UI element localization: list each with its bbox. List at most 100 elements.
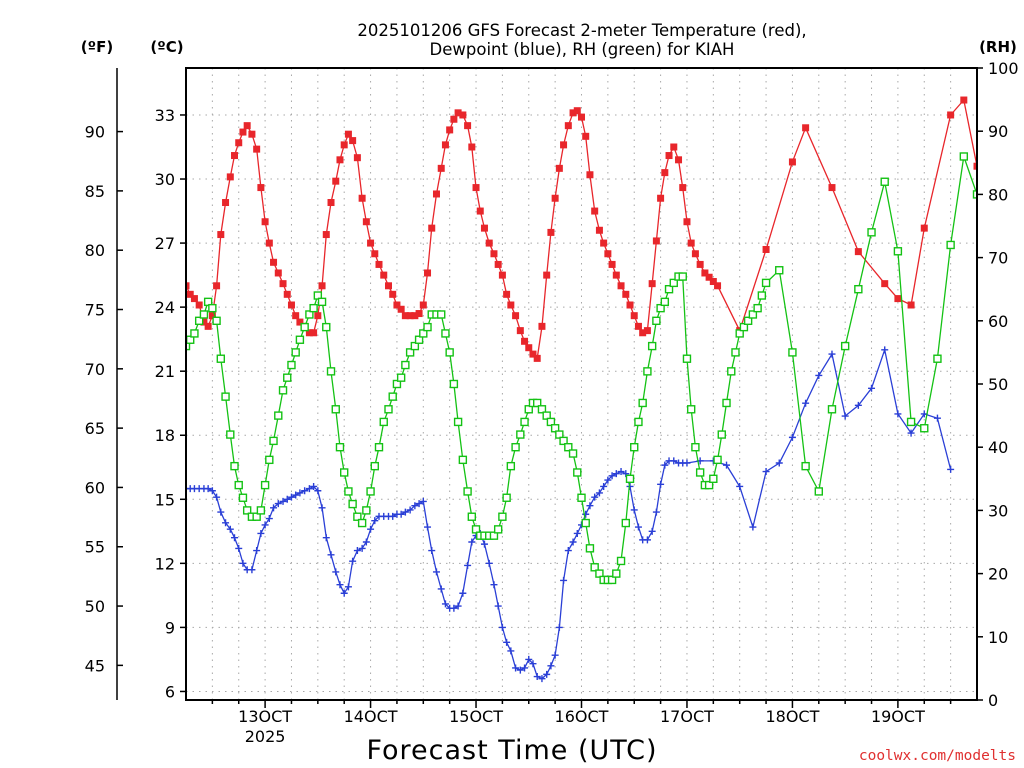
- rh-point: [471, 525, 481, 534]
- temperature-point: [828, 184, 836, 192]
- fahrenheit-tick-label: 65: [85, 419, 105, 438]
- rh-point: [682, 354, 692, 363]
- temperature-point: [389, 290, 397, 298]
- temperature-point: [538, 322, 546, 330]
- dewpoint-point: [353, 547, 361, 555]
- temperature-point: [639, 329, 647, 337]
- temperature-point: [907, 301, 915, 309]
- dewpoint-point: [296, 489, 304, 497]
- rh-point: [216, 354, 226, 363]
- temperature-point: [472, 184, 480, 192]
- dewpoint-point: [569, 538, 577, 546]
- temperature-point: [573, 107, 581, 115]
- rh-point: [322, 322, 331, 332]
- dewpoint-point: [441, 600, 449, 608]
- rh-point: [467, 512, 477, 521]
- dewpoint-point: [815, 371, 823, 379]
- temperature-point: [608, 260, 616, 268]
- rh-point: [959, 152, 969, 161]
- temperature-point: [397, 305, 405, 313]
- temperature-point: [1000, 346, 1007, 353]
- rh-point: [295, 335, 305, 344]
- rh-point: [546, 417, 556, 427]
- fahrenheit-tick-label: 45: [85, 656, 105, 675]
- rh-point: [695, 468, 705, 477]
- dewpoint-point: [582, 510, 590, 518]
- chart-title-line1: 2025101206 GFS Forecast 2-meter Temperat…: [357, 21, 806, 40]
- dewpoint-point: [401, 508, 409, 516]
- temperature-point: [604, 250, 612, 258]
- rh-point: [370, 461, 379, 471]
- rh-tick-label: 80: [988, 185, 1008, 204]
- temperature-point: [521, 337, 529, 345]
- rh-point: [581, 518, 590, 528]
- temperature-point: [401, 312, 409, 320]
- dewpoint-point: [521, 664, 529, 672]
- dewpoint-point: [560, 576, 568, 584]
- temperature-point: [643, 327, 651, 335]
- rh-point: [656, 303, 665, 313]
- temperature-point: [547, 228, 555, 236]
- dewpoint-point: [854, 401, 862, 409]
- dewpoint-point: [362, 538, 370, 546]
- fahrenheit-tick-label: 50: [85, 597, 105, 616]
- celsius-tick-label: 6: [165, 682, 175, 701]
- x-tick-label: 19OCT: [871, 707, 925, 726]
- rh-point: [678, 272, 687, 281]
- rh-point: [238, 493, 248, 502]
- rh-point: [638, 398, 647, 408]
- temperature-point: [204, 322, 212, 330]
- dewpoint-point: [397, 510, 405, 518]
- dewpoint-point: [670, 457, 678, 465]
- temperature-point: [578, 113, 585, 121]
- rh-point: [445, 348, 454, 357]
- dewpoint-point: [480, 540, 488, 548]
- rh-point: [827, 405, 837, 414]
- rh-point: [840, 341, 850, 351]
- temperature-point: [243, 122, 251, 130]
- rh-point: [550, 424, 560, 433]
- dewpoint-point: [415, 500, 423, 508]
- temperature-point: [340, 141, 348, 149]
- temperature-point: [586, 171, 594, 179]
- temperature-point: [186, 282, 190, 290]
- rh-point: [353, 512, 362, 521]
- temperature-point: [582, 132, 590, 140]
- temperature-point: [490, 250, 498, 258]
- dewpoint-point: [459, 589, 467, 597]
- rh-point: [357, 518, 367, 528]
- temperature-point: [973, 162, 977, 170]
- temperature-point: [450, 115, 458, 123]
- temperature-point: [1013, 346, 1020, 353]
- rh-point: [621, 518, 630, 528]
- fahrenheit-tick-label: 60: [85, 478, 105, 497]
- temperature-point: [525, 344, 533, 352]
- dewpoint-point: [762, 468, 770, 476]
- celsius-tick-label: 9: [165, 618, 175, 637]
- temperature-point: [380, 271, 388, 279]
- dewpoint-point: [292, 491, 300, 499]
- dewpoint-point: [389, 512, 397, 520]
- temperature-point: [305, 329, 313, 337]
- rh-point: [335, 443, 345, 452]
- watermark: coolwx.com/modelts: [859, 748, 1016, 764]
- rh-point: [203, 297, 213, 307]
- fahrenheit-axis-unit: (ºF): [81, 38, 113, 56]
- dewpoint-point: [287, 493, 295, 501]
- x-axis-label: Forecast Time (UTC): [366, 735, 657, 766]
- rh-tick-label: 50: [988, 375, 1008, 394]
- temperature-point: [367, 239, 375, 247]
- dewpoint-point: [257, 529, 265, 537]
- dewpoint-point: [485, 559, 493, 567]
- dewpoint-point: [432, 568, 440, 576]
- temperature-point: [595, 226, 603, 234]
- rh-point: [242, 506, 252, 515]
- temperature-point: [622, 290, 630, 298]
- rh-point: [374, 443, 384, 452]
- temperature-point: [336, 156, 344, 164]
- rh-point: [458, 455, 468, 465]
- dewpoint-point: [723, 461, 731, 469]
- dewpoint-point: [525, 655, 533, 663]
- dewpoint-point: [248, 566, 256, 574]
- dewpoint-point: [349, 557, 357, 565]
